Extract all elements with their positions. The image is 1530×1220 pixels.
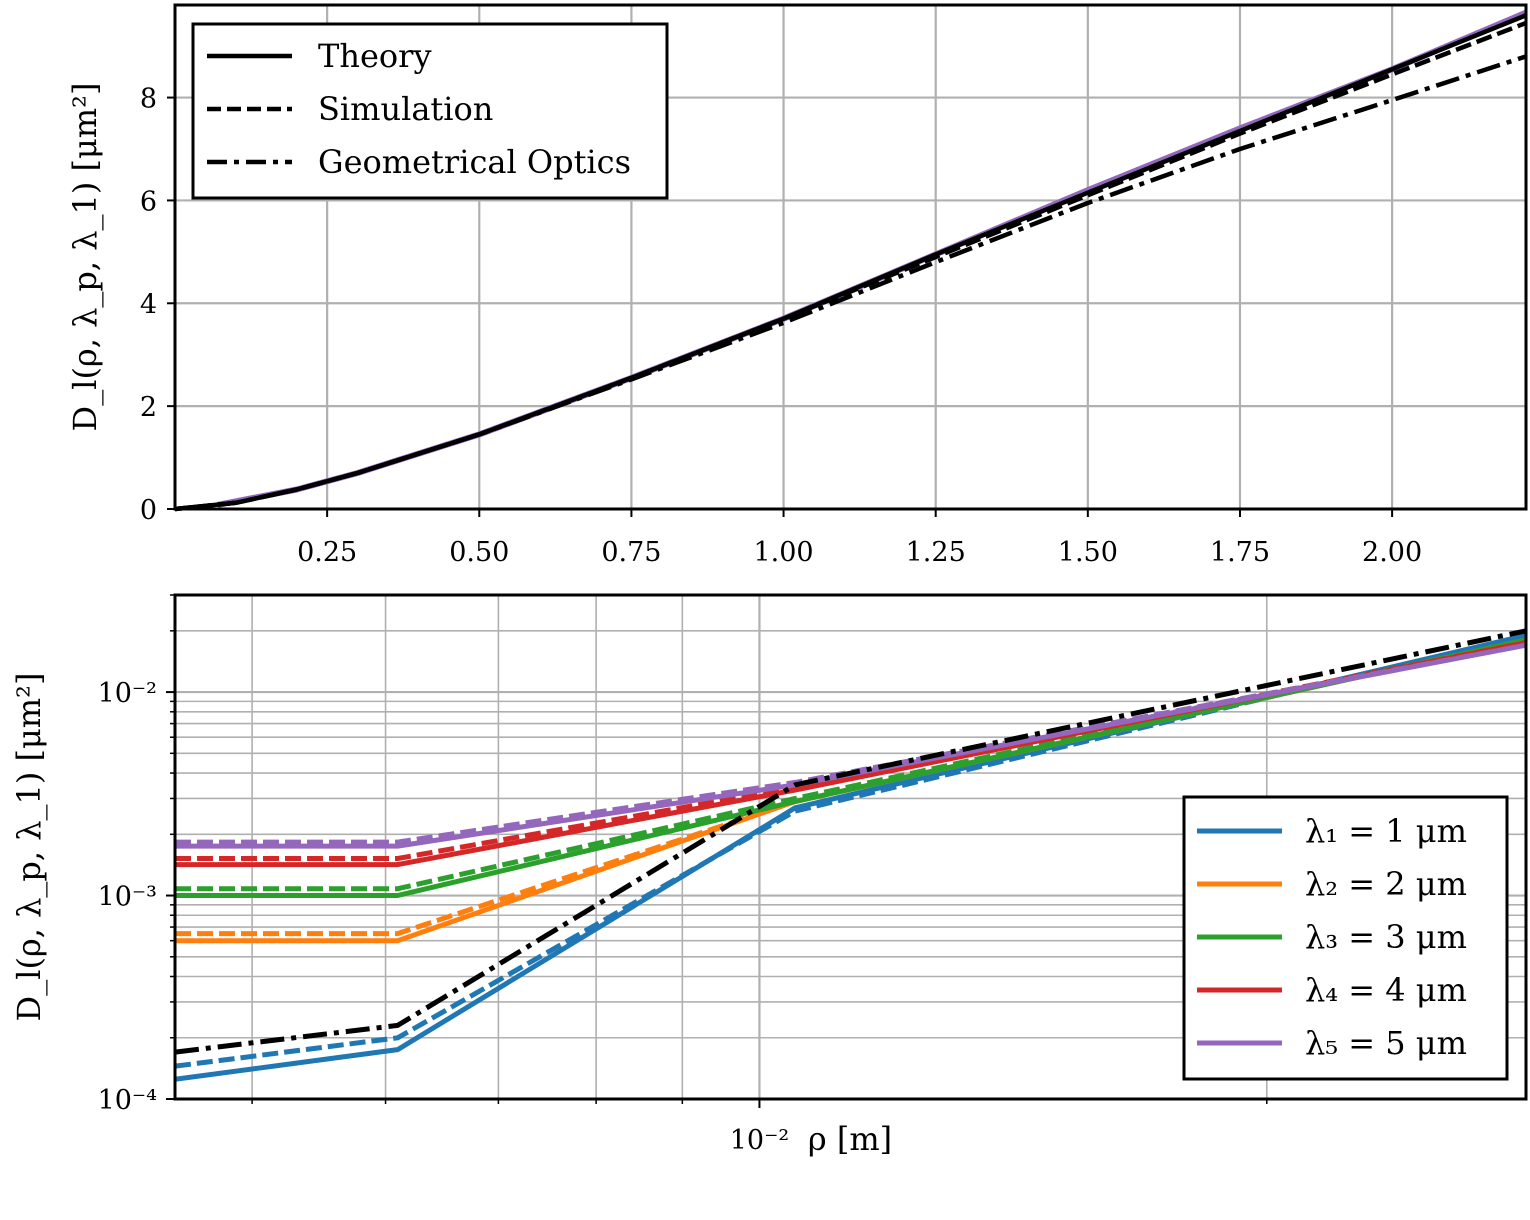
top-x-tick-label: 0.25	[297, 537, 357, 568]
wavelength-legend-label: λ₁ = 1 μm	[1305, 812, 1467, 850]
top-axes-frame	[173, 3, 1528, 511]
top-series	[174, 9, 1528, 512]
top-y-tick-label: 0	[140, 495, 157, 526]
top-y-axis-label: D_l(ρ, λ_p, λ_1) [μm²]	[66, 83, 104, 432]
top-x-tick-label: 1.75	[1210, 537, 1270, 568]
top-x-tick-label: 0.50	[449, 537, 509, 568]
top-x-tick-label: 1.50	[1058, 537, 1118, 568]
top-series-line	[174, 54, 1527, 512]
top-x-tick-label: 1.25	[906, 537, 966, 568]
top-y-tick-label: 8	[140, 84, 157, 115]
bottom-ticks: 10⁻² 10⁻⁴ 10⁻³ 10⁻²	[98, 594, 1268, 1156]
style-legend: Theory Simulation Geometrical Optics	[191, 22, 669, 200]
top-y-tick-label: 6	[140, 186, 157, 217]
wavelength-legend-label: λ₂ = 2 μm	[1305, 865, 1467, 903]
bottom-series-line	[175, 642, 1526, 845]
style-legend-label: Simulation	[318, 90, 493, 128]
bottom-y-axis-label: D_l(ρ, λ_p, λ_1) [μm²]	[10, 673, 48, 1022]
top-panel: 0.25 0.50 0.75 1.00 1.25 1.50 1.75 2.00 0 2 4 6 8 D_…	[66, 3, 1528, 568]
bottom-axes-frame	[173, 593, 1528, 1101]
top-x-tick-label: 2.00	[1362, 537, 1422, 568]
wavelength-legend: λ₁ = 1 μm λ₂ = 2 μm λ₃ = 3 μm λ₄ = 4 μm λ₅ =…	[1182, 795, 1509, 1081]
top-x-tick-label: 1.00	[753, 537, 813, 568]
bottom-y-tick-label: 10⁻²	[98, 678, 157, 709]
wavelength-legend-label: λ₄ = 4 μm	[1305, 971, 1467, 1009]
bottom-x-axis-label: ρ [m]	[808, 1120, 892, 1158]
bottom-series-line	[175, 637, 1526, 892]
style-legend-label: Geometrical Optics	[318, 143, 631, 181]
bottom-y-tick-label: 10⁻⁴	[98, 1085, 157, 1116]
bottom-series	[175, 628, 1526, 1082]
bottom-panel: 10⁻²10⁻⁴10⁻³10⁻² D_l(ρ, λ_p, λ_1) [μm²] …	[10, 593, 1528, 1158]
top-y-tick-label: 4	[140, 289, 157, 320]
top-x-tick-label: 0.75	[601, 537, 661, 568]
wavelength-legend-label: λ₃ = 3 μm	[1305, 918, 1467, 956]
wavelength-legend-label: λ₅ = 5 μm	[1305, 1024, 1467, 1062]
top-y-tick-label: 2	[140, 392, 157, 423]
bottom-y-tick-label: 10⁻³	[98, 882, 157, 913]
top-ticks: 0.25 0.50 0.75 1.00 1.25 1.50 1.75 2.00 0 2 4 6 8	[140, 84, 1422, 568]
bottom-x-tick-label: 10⁻²	[730, 1125, 789, 1156]
top-series-line	[174, 20, 1527, 512]
style-legend-label: Theory	[318, 37, 432, 75]
